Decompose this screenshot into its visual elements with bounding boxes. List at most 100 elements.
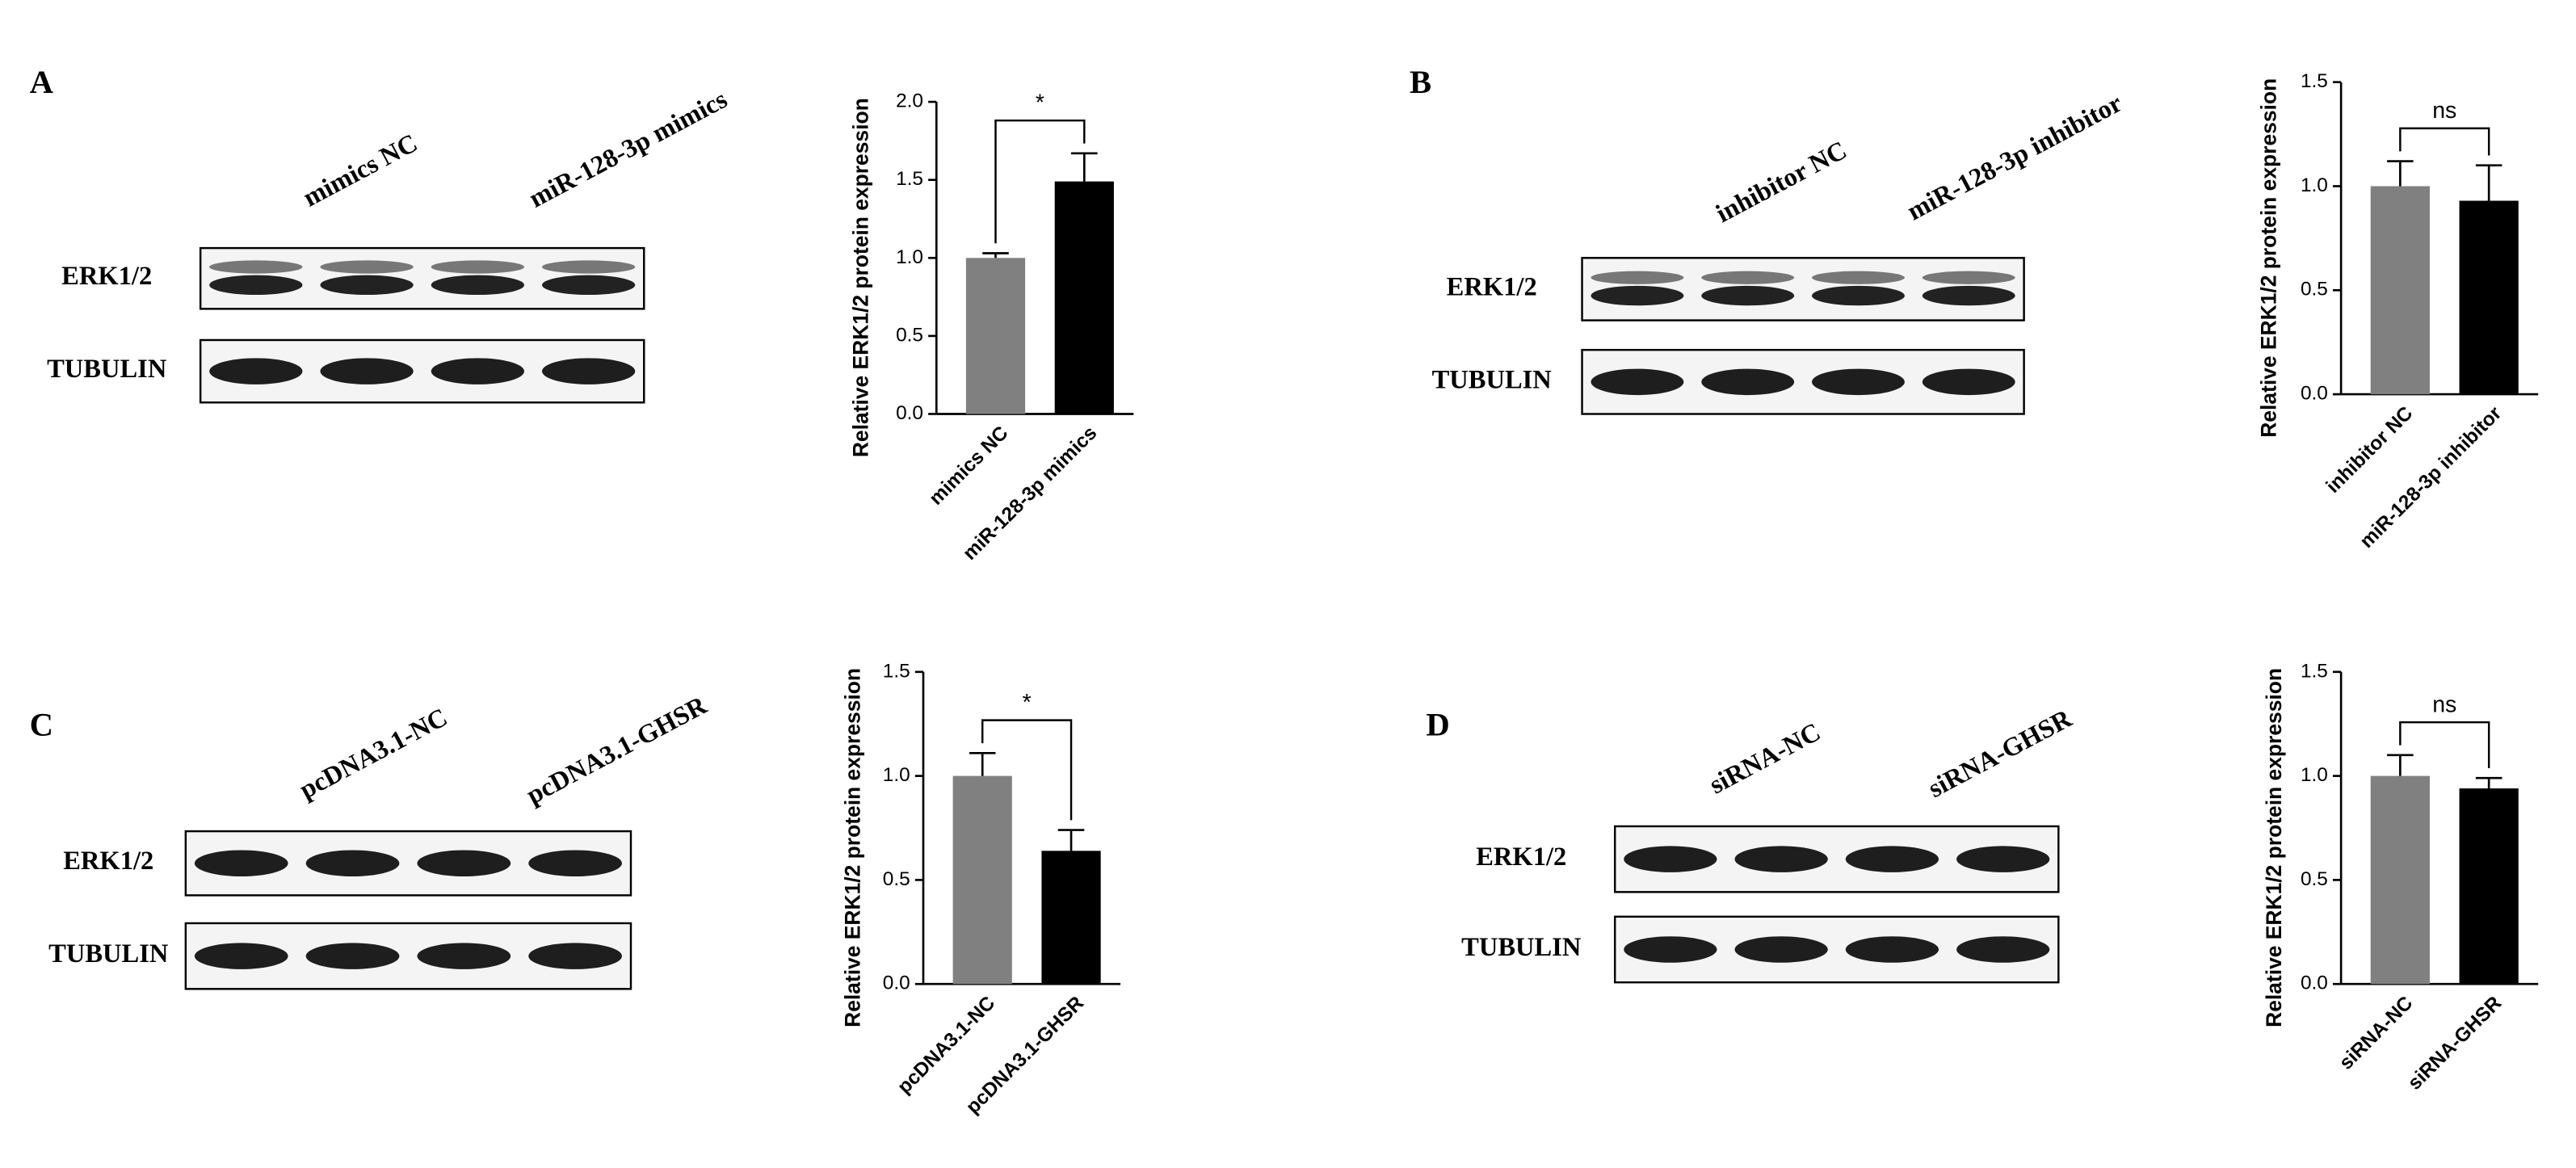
band xyxy=(305,850,400,877)
bar xyxy=(952,775,1012,985)
y-tick-label: 0.0 xyxy=(2301,973,2328,994)
y-tick-label: 1.5 xyxy=(883,660,910,682)
y-tick-label: 0.5 xyxy=(2301,279,2328,300)
y-axis-label: Relative ERK1/2 protein expression xyxy=(841,668,865,1027)
row-label: TUBULIN xyxy=(47,355,167,384)
band xyxy=(320,358,414,384)
band xyxy=(541,358,636,384)
lane-label: siRNA-GHSR xyxy=(1923,704,2077,804)
panel-letter: C xyxy=(30,706,53,742)
lane-label: siRNA-NC xyxy=(1704,717,1825,800)
band xyxy=(431,358,525,384)
significance-bracket xyxy=(994,119,1086,244)
band xyxy=(1922,271,2015,284)
y-tick-label: 2.0 xyxy=(896,90,923,112)
band xyxy=(431,260,525,274)
y-tick-label: 0.0 xyxy=(896,402,923,424)
error-bar xyxy=(2475,776,2502,789)
band xyxy=(541,275,636,296)
significance-label: * xyxy=(1036,90,1044,116)
error-bar xyxy=(2475,164,2502,201)
lane-label: pcDNA3.1-NC xyxy=(295,703,452,805)
x-tick-label: mimics NC xyxy=(925,422,1012,510)
y-axis-label: Relative ERK1/2 protein expression xyxy=(2262,668,2286,1027)
y-axis-label: Relative ERK1/2 protein expression xyxy=(849,98,873,457)
y-tick-label: 1.5 xyxy=(2301,70,2328,92)
lane-label: mimics NC xyxy=(299,128,422,212)
y-tick-label: 0.5 xyxy=(2301,868,2328,890)
significance-label: ns xyxy=(2432,98,2456,124)
y-tick-label: 1.5 xyxy=(2301,660,2328,682)
bar xyxy=(965,258,1026,414)
band xyxy=(1591,285,1684,306)
error-bar xyxy=(1071,152,1098,182)
bar xyxy=(2370,775,2430,985)
band xyxy=(1845,846,1939,872)
band xyxy=(528,850,622,877)
y-tick-label: 1.5 xyxy=(896,168,923,190)
band xyxy=(541,260,636,274)
panel-letter: A xyxy=(30,64,54,100)
band xyxy=(209,358,303,384)
row-label: ERK1/2 xyxy=(1447,272,1537,301)
band xyxy=(1591,368,1684,396)
band xyxy=(209,260,303,274)
band xyxy=(1845,936,1939,963)
band xyxy=(1812,271,1905,284)
significance-bracket xyxy=(981,719,1073,821)
panel-letter: D xyxy=(1426,706,1449,742)
lane-label: miR-128-3p inhibitor xyxy=(1902,89,2127,227)
band xyxy=(209,275,303,296)
bar xyxy=(2459,788,2519,985)
row-label: ERK1/2 xyxy=(1476,842,1566,872)
band xyxy=(1812,368,1905,396)
y-axis-label: Relative ERK1/2 protein expression xyxy=(2257,78,2281,438)
y-tick-label: 1.0 xyxy=(883,764,910,786)
band xyxy=(417,850,511,877)
band xyxy=(1956,936,2050,963)
y-tick-label: 0.0 xyxy=(2301,383,2328,405)
error-bar xyxy=(982,252,1009,258)
error-bar xyxy=(969,751,996,776)
row-label: TUBULIN xyxy=(48,939,169,968)
y-tick-label: 0.5 xyxy=(896,324,923,346)
error-bar xyxy=(2387,754,2414,776)
error-bar xyxy=(2387,160,2414,187)
band xyxy=(320,260,414,274)
row-label: ERK1/2 xyxy=(61,262,152,291)
x-tick-label: siRNA-NC xyxy=(2335,992,2418,1074)
bar xyxy=(1041,851,1101,985)
panel-letter: B xyxy=(1410,64,1431,100)
band xyxy=(1956,846,2050,872)
bar xyxy=(2370,186,2430,395)
row-label: TUBULIN xyxy=(1432,365,1553,394)
x-tick-label: inhibitor NC xyxy=(2322,402,2418,498)
error-bar xyxy=(1057,829,1085,851)
band xyxy=(1701,271,1795,284)
band xyxy=(1591,271,1684,284)
significance-label: * xyxy=(1023,690,1032,716)
x-tick-label: siRNA-GHSR xyxy=(2404,992,2507,1094)
band xyxy=(320,275,414,296)
significance-bracket xyxy=(2399,127,2490,156)
band xyxy=(1701,368,1795,396)
band xyxy=(305,943,400,969)
band xyxy=(1922,285,2015,306)
band xyxy=(1734,846,1828,872)
lane-label: pcDNA3.1-GHSR xyxy=(522,691,712,810)
lane-label: miR-128-3p mimics xyxy=(524,85,732,213)
band xyxy=(528,943,622,969)
y-tick-label: 1.0 xyxy=(896,246,923,268)
band xyxy=(1624,936,1717,963)
band xyxy=(194,943,288,969)
band xyxy=(1734,936,1828,963)
y-tick-label: 1.0 xyxy=(2301,764,2328,786)
y-tick-label: 0.5 xyxy=(883,868,910,890)
bar xyxy=(1054,181,1114,414)
significance-bracket xyxy=(2399,721,2490,768)
lane-label: inhibitor NC xyxy=(1712,136,1852,229)
y-tick-label: 0.0 xyxy=(883,973,910,994)
band xyxy=(1701,285,1795,306)
